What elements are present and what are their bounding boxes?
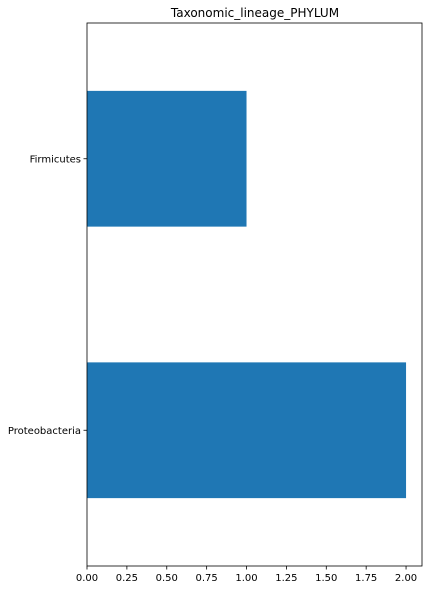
x-axis: 0.00 0.25 0.50 0.75 1.00 1.25 1.50 1.75 2.00 [76, 566, 417, 584]
x-tick-label: 0.50 [156, 573, 178, 584]
x-tick-label: 1.75 [355, 573, 377, 584]
x-tick-label: 2.00 [395, 573, 417, 584]
y-tick-label: Firmicutes [30, 154, 81, 165]
plot-frame [86, 22, 423, 567]
chart-title: Taxonomic_lineage_PHYLUM [170, 6, 339, 20]
y-axis: Proteobacteria Firmicutes [8, 154, 87, 437]
x-tick-label: 1.50 [315, 573, 337, 584]
x-tick-label: 0.75 [196, 573, 218, 584]
y-tick-label: Proteobacteria [8, 426, 81, 437]
x-tick-label: 1.00 [235, 573, 257, 584]
x-tick-label: 0.25 [116, 573, 138, 584]
bars-layer [87, 90, 407, 499]
bar-firmicutes [87, 90, 247, 227]
x-tick-label: 0.00 [76, 573, 98, 584]
x-tick-label: 1.25 [275, 573, 297, 584]
bar-proteobacteria [87, 362, 407, 499]
